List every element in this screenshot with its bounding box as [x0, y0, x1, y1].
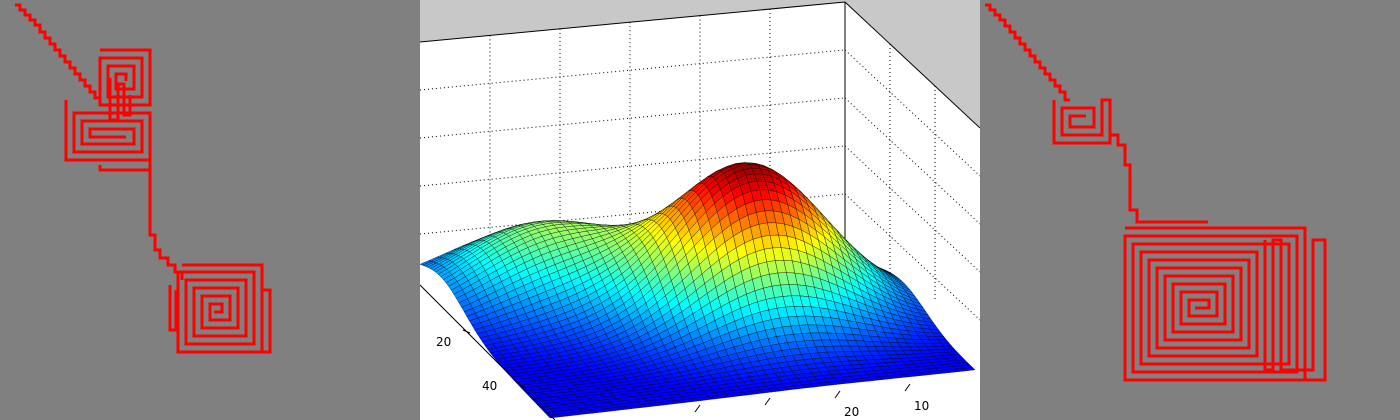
grid-line: [844, 145, 980, 273]
grid-line: [844, 49, 980, 177]
bottom-tick-label-10: 10: [914, 399, 929, 413]
left-maze-b: [64, 100, 152, 162]
left-path-plot: [15, 3, 272, 354]
grid-line: [844, 193, 980, 321]
left-axis-ticks: [462, 329, 527, 389]
surface-plot: 20 40 20 10: [420, 1, 980, 420]
bottom-tick-label-20: 20: [844, 405, 859, 419]
left-spiral-side: [262, 288, 272, 354]
right-path-group: [985, 3, 1327, 382]
bottom-axis-ticks: [694, 383, 911, 413]
left-maze-c: [98, 160, 152, 172]
grid-line: [844, 97, 980, 225]
left-connector: [148, 170, 184, 280]
right-connector: [1110, 133, 1208, 224]
left-maze-a: [98, 48, 152, 107]
left-path-panel: [0, 0, 420, 420]
left-staircase: [15, 3, 102, 104]
back-wall-edge-top: [420, 1, 846, 43]
surface-mesh: [420, 162, 976, 419]
left-spiral-outer: [176, 263, 264, 354]
right-path-panel: [980, 0, 1400, 420]
left-spiral-inner-branch: [168, 285, 178, 332]
back-wall-grid: [420, 9, 980, 321]
left-tick-label-20: 20: [436, 335, 451, 349]
left-maze-d: [108, 78, 132, 122]
left-tick-label-40: 40: [482, 379, 497, 393]
right-spiral: [1123, 226, 1307, 382]
right-path-plot: [985, 3, 1327, 382]
right-wall-edge-top: [844, 1, 980, 129]
right-small-maze: [1052, 98, 1112, 145]
right-staircase: [985, 3, 1070, 102]
left-path-group: [15, 3, 272, 354]
right-spiral-side: [1263, 238, 1327, 382]
left-axis-line: [420, 284, 556, 420]
surface-plot-panel: 20 40 20 10: [420, 0, 980, 420]
